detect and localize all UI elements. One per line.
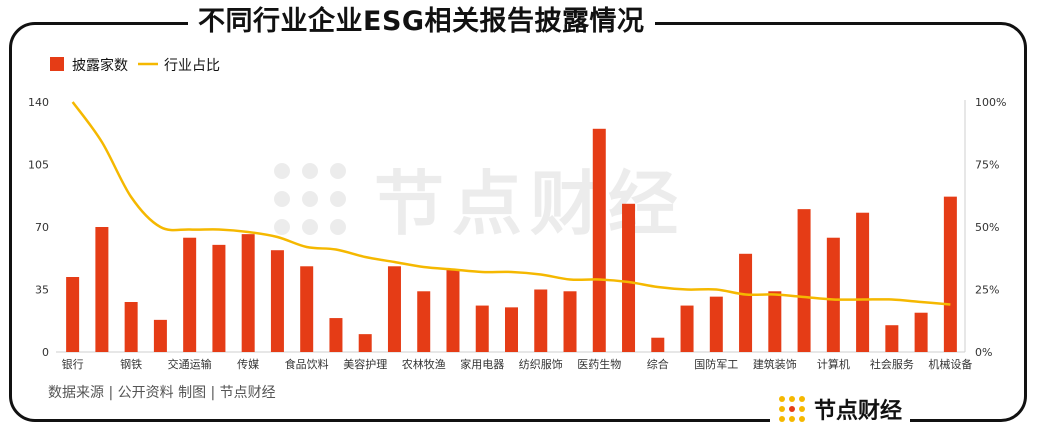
bar [446,269,460,352]
x-tick-label: 家用电器 [460,357,504,371]
right-tick-label: 100% [975,96,1006,109]
bar [622,203,636,352]
left-tick-label: 35 [35,284,49,297]
left-tick-label: 140 [28,96,49,109]
x-axis-ticks: 银行 钢铁 交通运输 传媒 食品饮料 美容护理 农林牧渔 家用电器 纺织服饰 医药生物 综合 国防军工… [62,357,973,371]
bar [212,244,226,352]
bar [329,318,343,352]
x-tick-label: 食品饮料 [285,357,329,371]
bar [505,307,518,352]
bar [300,266,314,352]
right-tick-label: 0% [975,346,992,359]
bar [826,237,840,352]
bar [475,305,489,352]
bar [680,305,694,352]
legend: 披露家数 行业占比 [50,57,220,74]
right-axis-ticks: 0% 25% 50% 75% 100% [975,96,1006,359]
bar [66,277,80,352]
bar [534,289,548,352]
bar [856,212,870,352]
bar [270,250,284,352]
legend-bar-label: 披露家数 [72,57,128,74]
right-tick-label: 75% [975,159,999,172]
chart-title: 不同行业企业ESG相关报告披露情况 [188,0,655,44]
x-tick-label: 农林牧渔 [402,357,446,371]
bar [95,227,109,352]
line-series [71,101,951,306]
bar [885,325,899,352]
bar [709,296,723,352]
bar [241,234,255,352]
x-tick-label: 综合 [647,357,669,371]
ratio-line [71,101,951,306]
x-tick-label: 交通运输 [168,357,212,371]
left-tick-label: 70 [35,221,49,234]
x-tick-label: 美容护理 [343,357,387,371]
x-tick-label: 建筑装饰 [753,357,797,371]
x-tick-label: 计算机 [817,357,850,371]
bar [358,334,372,352]
source-note: 数据来源 | 公开资料 制图 | 节点财经 [48,385,276,401]
x-tick-label: 纺织服饰 [519,357,563,371]
right-tick-label: 50% [975,221,999,234]
left-tick-label: 105 [28,159,49,172]
legend-line-label: 行业占比 [164,58,220,74]
bar [563,291,577,352]
bar [417,291,431,352]
bar-series [66,128,957,352]
left-tick-label: 0 [42,346,49,359]
bar [124,302,138,352]
bar [797,209,811,352]
x-tick-label: 医药生物 [577,357,621,371]
bar [651,337,665,352]
left-axis-ticks: 0 35 70 105 140 [28,96,49,359]
bar [914,312,928,352]
bar [592,128,606,352]
x-tick-label: 国防军工 [694,357,738,371]
bar [739,253,753,352]
brand: 节点财经 [770,392,911,426]
bar [387,266,401,352]
brand-name: 节点财经 [814,399,903,424]
bar [183,237,197,352]
x-tick-label: 机械设备 [928,357,972,371]
brand-logo-icon [779,396,805,422]
watermark-logo-icon [274,162,346,235]
x-tick-label: 银行 [62,357,84,371]
legend-bar-swatch [50,57,64,71]
bar [768,291,782,352]
x-tick-label: 钢铁 [120,358,142,371]
x-tick-label: 社会服务 [870,357,914,371]
x-tick-label: 传媒 [237,358,259,371]
right-tick-label: 25% [975,284,999,297]
bar [943,196,957,352]
bar [153,319,167,352]
